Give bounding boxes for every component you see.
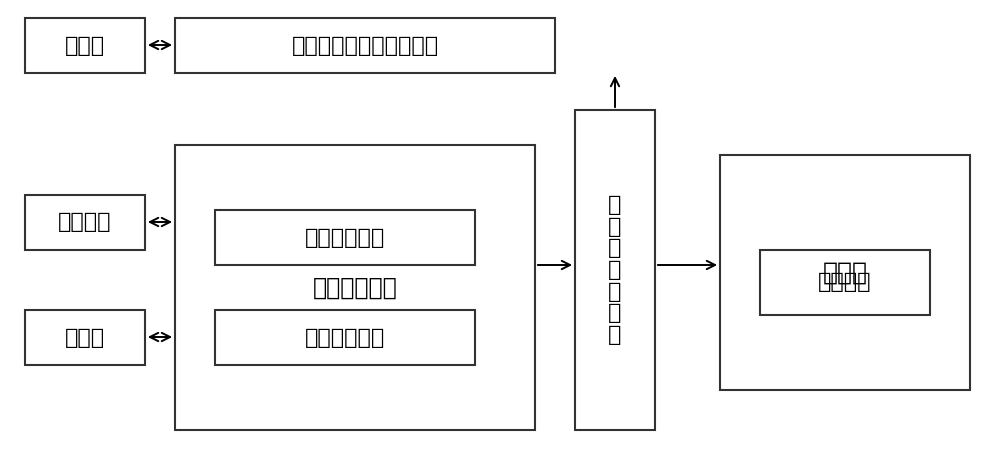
Text: 加
气
机
通
信
装
置: 加 气 机 通 信 装 置 [608,195,622,345]
Bar [25,18,145,73]
Bar [175,18,555,73]
Bar [575,110,655,430]
Bar [25,195,145,250]
Text: 摄像头: 摄像头 [65,36,105,56]
Text: 监控模块: 监控模块 [818,273,872,293]
Text: 充装记录模块: 充装记录模块 [305,227,385,248]
Text: 加气机处理器: 加气机处理器 [313,275,397,300]
Text: 扫码器: 扫码器 [65,327,105,348]
Bar [215,210,475,265]
Bar [760,250,930,315]
Bar [215,310,475,365]
Text: 采集单元: 采集单元 [58,213,112,232]
Bar [25,310,145,365]
Bar [175,145,535,430]
Text: 充装监督模块: 充装监督模块 [305,327,385,348]
Bar [720,155,970,390]
Text: 服务器: 服务器 [822,261,868,284]
Text: 车辆识别装置侧通信装置: 车辆识别装置侧通信装置 [291,36,439,56]
